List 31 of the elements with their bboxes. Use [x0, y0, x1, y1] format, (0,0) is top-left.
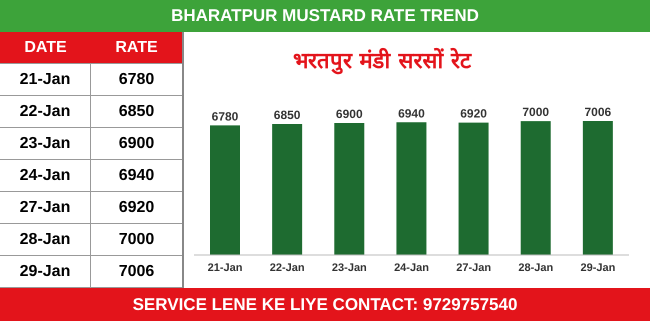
- data-label: 7006: [91, 256, 182, 288]
- x-tick-label: 23-Jan: [332, 262, 368, 274]
- category-label: 23-Jan: [0, 128, 91, 160]
- data-label: 6940: [91, 160, 182, 192]
- x-tick-label: 29-Jan: [580, 262, 616, 274]
- data-label: 7006: [584, 105, 612, 120]
- data-label: 6940: [398, 106, 426, 120]
- chart-title: भरतपुर मंडी सरसों रेट: [292, 46, 473, 76]
- data-label: 6900: [336, 107, 363, 122]
- data-label: 7000: [91, 224, 182, 256]
- x-tick-label: 24-Jan: [394, 262, 430, 274]
- text: DATE: [0, 32, 91, 64]
- data-label: 7000: [522, 105, 550, 120]
- category-label: 24-Jan: [0, 160, 91, 192]
- category-label: 22-Jan: [0, 96, 91, 128]
- data-label: 6780: [91, 64, 182, 96]
- text: BHARATPUR MUSTARD RATE TREND: [0, 0, 650, 32]
- x-tick-label: 22-Jan: [270, 262, 305, 274]
- data-label: 6920: [91, 192, 182, 224]
- x-tick-label: 27-Jan: [456, 262, 492, 274]
- category-label: 27-Jan: [0, 192, 91, 224]
- data-label: 6920: [460, 106, 488, 121]
- data-label: 6780: [212, 109, 239, 124]
- text: SERVICE LENE KE LIYE CONTACT: 9729757540: [0, 288, 650, 321]
- data-label: 6850: [274, 108, 301, 122]
- category-label: 21-Jan: [0, 64, 91, 96]
- text: RATE: [91, 32, 182, 64]
- x-tick-label: 21-Jan: [208, 262, 243, 274]
- data-label: 6900: [91, 128, 182, 160]
- x-tick-label: 28-Jan: [518, 262, 554, 274]
- data-label: 6850: [91, 96, 182, 128]
